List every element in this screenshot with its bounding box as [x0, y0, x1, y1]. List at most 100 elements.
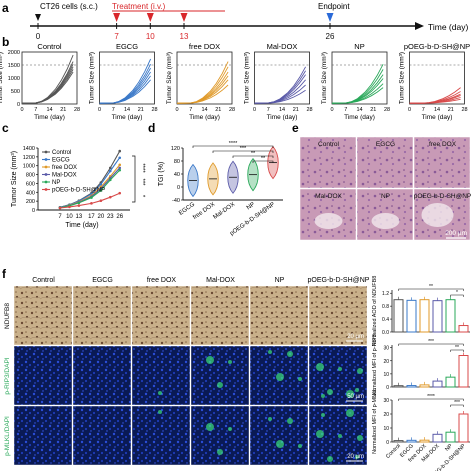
f-image-tile — [190, 405, 250, 466]
f-fluorescence-signal — [355, 388, 359, 392]
f-bar — [445, 299, 456, 333]
c-data-point — [118, 191, 122, 195]
growth-x-tick: 14 — [356, 107, 362, 113]
d-significance-label: ** — [251, 151, 256, 157]
d-y-label: TGI (%) — [158, 162, 165, 187]
f-image-tile — [13, 285, 73, 346]
panel-letter-d: d — [148, 121, 155, 135]
timeline-tick-label: 13 — [180, 32, 189, 41]
c-y-tick: 1400 — [23, 146, 35, 152]
f-fluorescence-signal — [298, 444, 302, 448]
f-bar — [419, 299, 430, 333]
growth-curve-line — [99, 79, 151, 104]
f-image-tile — [131, 285, 191, 346]
f-image-tile — [249, 405, 309, 466]
growth-panel-frame — [409, 51, 465, 105]
c-x-tick: 20 — [98, 214, 105, 220]
growth-panel: NP Tumor Size (mm³)0 7 14 21 28 Time (day) — [321, 42, 390, 121]
growth-panel-title: EGCG — [116, 42, 138, 51]
growth-x-tick: 14 — [46, 107, 52, 113]
c-legend-marker — [44, 180, 48, 184]
c-data-point — [118, 166, 122, 170]
growth-x-label: Time (day) — [112, 114, 143, 121]
d-y-tick: -40 — [172, 198, 180, 204]
f-bar-significance-bracket — [450, 404, 464, 407]
f-bar-significance-bracket — [398, 398, 464, 401]
f-bar — [406, 299, 417, 333]
timeline-arrowhead — [415, 22, 424, 30]
f-image-tile — [190, 285, 250, 346]
f-fluorescence-signal — [298, 377, 302, 381]
growth-curve-line — [176, 61, 229, 104]
c-y-tick: 0 — [32, 208, 35, 214]
f-bar-significance-label: **** — [427, 394, 435, 400]
f-fluorescence-signal — [287, 351, 293, 357]
timeline-axis-label: Time (day) — [428, 22, 468, 32]
f-fluorescence-signal — [206, 423, 214, 431]
f-fluorescence-signal — [217, 449, 223, 455]
d-category-label: NP — [246, 202, 256, 212]
f-bar-y-label: Normalized MFI of p-MLKL — [372, 388, 378, 454]
growth-x-label: Time (day) — [34, 114, 65, 121]
c-data-point — [108, 166, 112, 170]
growth-x-tick: 14 — [201, 107, 207, 113]
f-bar — [432, 300, 443, 333]
growth-x-tick: 0 — [98, 107, 101, 113]
f-bar-y-tick: 30 — [383, 346, 389, 352]
f-fluorescence-signal — [316, 430, 324, 438]
c-significance-bracket — [132, 155, 136, 203]
growth-x-tick: 28 — [384, 107, 390, 113]
staining-grid-panel: Control EGCG free DOX Mal-DOX NP pOEG-b-D-SH@… — [4, 277, 370, 466]
c-data-point — [118, 163, 122, 167]
growth-y-label: Tumor Size (mm³) — [321, 52, 328, 104]
f-bar-significance-label: *** — [428, 339, 434, 345]
d-y-tick: 80 — [174, 159, 180, 165]
growth-panel-title: pOEG-b-D-SH@NP — [404, 42, 470, 51]
c-x-tick: 10 — [66, 214, 73, 220]
f-bar — [419, 439, 430, 443]
f-fluorescence-signal — [228, 427, 232, 431]
he-tile-label: Control — [318, 141, 340, 148]
f-bar-y-tick: 0.0 — [382, 330, 389, 336]
f-fluorescence-signal — [158, 410, 162, 414]
f-fluorescence-signal — [327, 389, 333, 395]
f-bar — [393, 299, 404, 333]
f-column-label: Mal-DOX — [206, 277, 235, 284]
c-y-label: Tumor Size (mm³) — [11, 151, 18, 207]
growth-curve-line — [21, 71, 74, 104]
f-bar-y-tick: 0 — [386, 440, 389, 446]
f-column-label: pOEG-b-D-SH@NP — [308, 277, 370, 284]
he-tile-label: pOEG-b-D-SH@NP — [414, 193, 472, 200]
f-row-label: NDUFB8 — [4, 303, 11, 329]
timeline-tick-label: 10 — [146, 32, 155, 41]
f-fluorescence-signal — [228, 360, 232, 364]
f-fluorescence-signal — [338, 434, 342, 438]
he-histology-panel: Control EGCG free DOX Mal-DOX NP pOEG-b-D-SH@… — [299, 136, 472, 241]
f-bar-y-tick: 10 — [383, 372, 389, 378]
f-fluorescence-signal — [338, 367, 342, 371]
f-fluorescence-signal — [287, 418, 293, 424]
treatment-arrow — [180, 13, 188, 22]
growth-x-tick: 21 — [60, 107, 66, 113]
growth-x-tick: 21 — [448, 107, 454, 113]
growth-y-tick: 1000 — [8, 76, 20, 82]
growth-y-label: Tumor Size (mm³) — [399, 52, 406, 104]
f-fluorescence-signal — [355, 455, 359, 459]
d-significance-bracket — [192, 145, 274, 148]
f-bar — [393, 385, 404, 388]
c-data-point — [99, 189, 103, 192]
f-bar-significance-label: *** — [454, 400, 460, 406]
f-fluorescence-signal — [206, 356, 214, 364]
f-image-tile — [13, 405, 73, 466]
f-column-label: free DOX — [147, 277, 177, 284]
c-data-point — [108, 178, 112, 182]
growth-x-tick: 28 — [74, 107, 80, 113]
he-tile — [299, 136, 357, 189]
f-bar — [393, 440, 404, 443]
growth-curve-line — [409, 98, 461, 104]
growth-panel-frame — [254, 51, 310, 105]
f-image-tile — [131, 405, 191, 466]
panel-letter-e: e — [292, 121, 299, 135]
f-bar — [406, 439, 417, 443]
